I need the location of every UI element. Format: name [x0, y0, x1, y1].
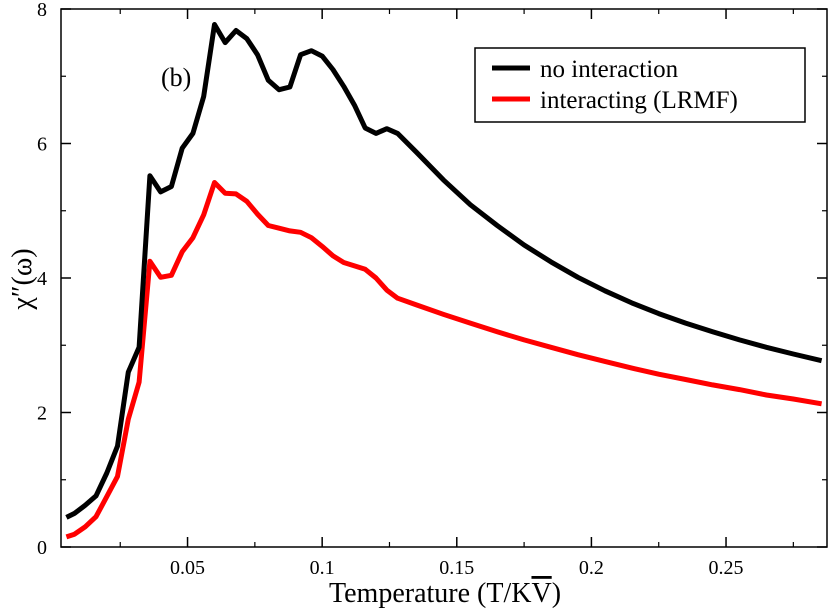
legend-label-interacting: interacting (LRMF): [540, 87, 738, 114]
series-line-no-interaction: [65, 22, 823, 520]
legend-box: [474, 47, 806, 123]
y-tick-label: 4: [37, 268, 47, 290]
y-tick-label: 8: [37, 0, 47, 21]
panel-annotation: (b): [161, 63, 191, 92]
y-axis-title-rest: ″(ω): [7, 248, 38, 297]
legend-label-no-interaction: no interaction: [540, 56, 679, 83]
x-axis-title-main: Temperature (T/K: [329, 578, 532, 609]
y-tick-label: 2: [37, 403, 47, 425]
x-tick-label: 0.25: [709, 557, 744, 579]
x-tick-label: 0.15: [439, 557, 474, 579]
x-tick-label: 0.2: [579, 557, 604, 579]
y-tick-label: 0: [37, 537, 47, 559]
series-layer: [65, 22, 823, 540]
x-axis-title: Temperature (T/KV): [329, 578, 561, 609]
y-axis-title-chi: χ: [7, 297, 38, 311]
plot-frame: [60, 8, 828, 548]
y-axis-title: χ″(ω): [7, 248, 38, 310]
legend: no interaction interacting (LRMF): [474, 47, 806, 123]
series-line-interacting: [65, 180, 823, 540]
x-axis-title-vbar: V: [531, 578, 551, 609]
y-tick-label: 6: [37, 134, 47, 156]
x-tick-label: 0.1: [310, 557, 335, 579]
x-tick-label: 0.05: [170, 557, 205, 579]
x-axis-title-close: ): [552, 578, 561, 609]
ticks-layer: 0.05 0.1 0.15 0.2 0.25 0 2 4 6 8: [37, 0, 827, 579]
